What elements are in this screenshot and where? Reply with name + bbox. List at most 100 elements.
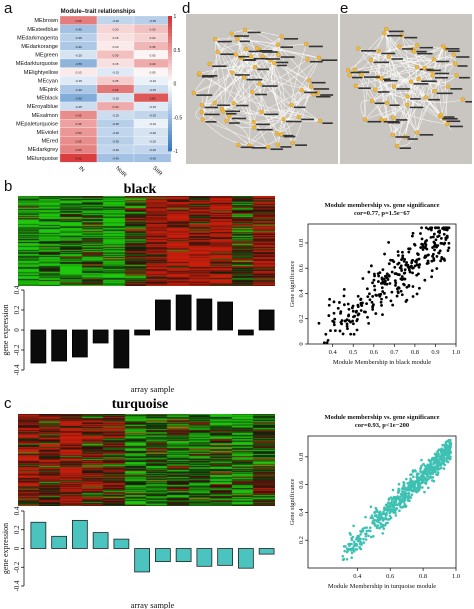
scatter-point (446, 450, 450, 453)
expression-bar (217, 548, 233, 566)
scatter-point (327, 314, 331, 317)
expression-bar (92, 329, 109, 344)
scatter-point (425, 480, 428, 483)
scatter-turquoise: Module membership vs. gene significancec… (289, 414, 460, 590)
network-node-label (373, 61, 390, 64)
network-node-label (247, 31, 261, 34)
scatter-point (408, 268, 411, 272)
network-node-label (280, 56, 295, 58)
heatmap-cell-label: -0.35 (75, 36, 82, 40)
scatter-point (377, 274, 381, 278)
scatter-point (341, 554, 345, 558)
panel-label-c: c (4, 395, 12, 412)
network-node (414, 43, 420, 48)
scatter-point (361, 529, 365, 533)
expression-bar (238, 548, 254, 569)
scatter-point (373, 274, 376, 278)
network-node (373, 87, 378, 92)
scatter-point (351, 535, 355, 539)
heatmap-cell-label: 0.55 (76, 114, 82, 118)
network-node-label (442, 118, 458, 120)
network-edge (392, 63, 456, 135)
network-node-label (446, 120, 461, 123)
colorbar-segment (168, 76, 172, 81)
scatter-point (353, 314, 357, 318)
scatter-point (425, 262, 429, 265)
scatter-point (394, 283, 397, 287)
scatter-point (386, 504, 389, 508)
network-node-label (293, 106, 306, 109)
expression-bar (134, 329, 150, 336)
network-node (352, 67, 357, 72)
network-edge (291, 44, 307, 106)
scatter-point (336, 306, 340, 310)
network-node-label (421, 80, 437, 83)
heatmap-cell-label: 0.55 (76, 139, 82, 143)
heatmap-cell-label: 0.92 (76, 157, 82, 161)
network-node (382, 31, 387, 36)
scatter-point (342, 294, 346, 298)
network-node (306, 78, 312, 83)
network-edge (202, 119, 250, 146)
scatter-point (411, 285, 415, 288)
scatter-point (403, 268, 407, 272)
scatter-point (383, 291, 386, 295)
scatter-title: Module membership vs. gene significance (324, 414, 439, 421)
colorbar-segment (168, 100, 172, 105)
network-node (430, 73, 435, 78)
scatter-point (351, 548, 355, 551)
heatmap-cell-label: -0.25 (149, 88, 156, 92)
network-node-label (264, 113, 279, 116)
scatter-title: Module membership vs. gene significance (324, 202, 439, 209)
scatter-point (406, 489, 410, 492)
scatter-point (400, 258, 403, 262)
network-node (276, 52, 281, 57)
network-node (241, 75, 247, 80)
expression-bar (155, 299, 171, 331)
scatter-point (359, 537, 362, 541)
scatter-point (328, 297, 332, 301)
network-node (259, 109, 264, 115)
scatter-point (435, 458, 438, 462)
bar-y-tick-label: -0.4 (13, 580, 21, 592)
expression-bar (175, 548, 192, 563)
scatter-x-tick-label: 0.4 (329, 349, 338, 356)
network-edge (199, 73, 320, 122)
network-edge (249, 86, 312, 146)
network-node-label (253, 57, 268, 60)
network-node-label (316, 95, 331, 98)
network-node-label (204, 113, 220, 116)
scatter-point (424, 243, 428, 246)
scatter-point (389, 507, 392, 511)
scatter-point (391, 303, 395, 307)
network-node-label (217, 104, 231, 107)
scatter-point (349, 332, 353, 336)
scatter-point (392, 260, 396, 264)
network-node-label (321, 59, 338, 61)
scatter-point (365, 287, 369, 291)
scatter-point (410, 261, 414, 265)
heatmap-row-label: MEdarkgrey (28, 147, 58, 153)
scatter-point (367, 321, 371, 325)
network-edge (381, 67, 425, 79)
network-node-label (256, 128, 273, 131)
network-node (290, 140, 295, 146)
scatter-point (389, 496, 393, 499)
scatter-point (411, 231, 415, 235)
network-node (274, 131, 280, 136)
network-node (200, 117, 205, 122)
scatter-point (370, 514, 374, 518)
network-edge (214, 39, 282, 135)
scatter-point (440, 447, 444, 450)
scatter-x-tick-label: 0.4 (353, 573, 362, 580)
network-node (252, 64, 257, 70)
network-node (250, 90, 255, 95)
scatter-point (383, 506, 386, 510)
scatter-point (448, 457, 451, 461)
scatter-point (437, 458, 441, 461)
network-node (215, 49, 220, 55)
scatter-point (407, 250, 411, 254)
heatmap-cell-label: 0.10 (76, 71, 82, 75)
scatter-point (403, 502, 407, 506)
panel-label-a: a (4, 0, 13, 17)
